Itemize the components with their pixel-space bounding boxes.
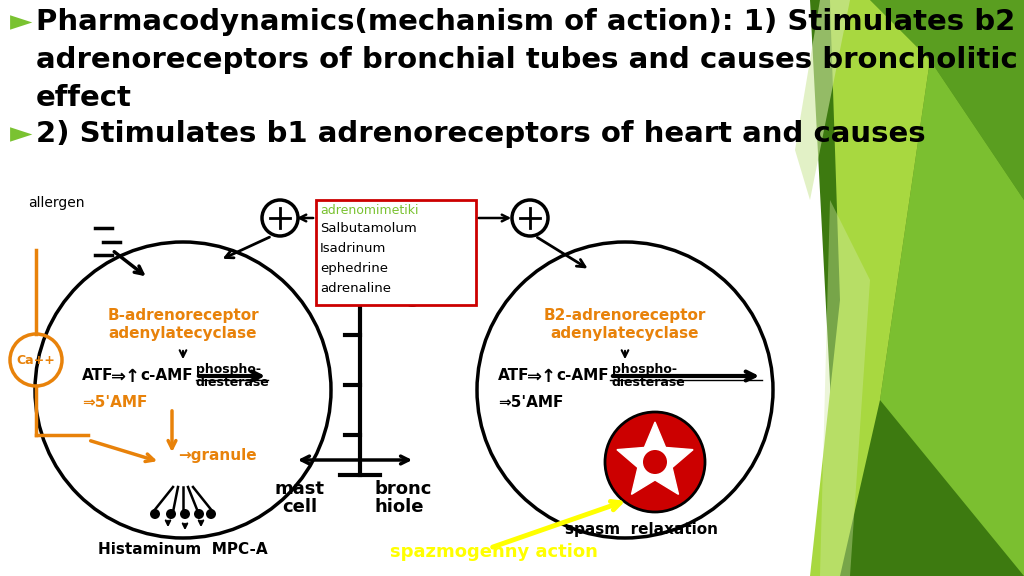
Text: lungs: lungs bbox=[372, 288, 432, 307]
Text: B-adrenoreceptor: B-adrenoreceptor bbox=[108, 308, 259, 323]
Text: ATF: ATF bbox=[82, 368, 114, 383]
Text: allergen: allergen bbox=[28, 196, 85, 210]
Polygon shape bbox=[870, 0, 1024, 200]
Text: Ca++: Ca++ bbox=[16, 354, 55, 366]
Text: ⇒: ⇒ bbox=[527, 368, 542, 386]
Text: Isadrinum: Isadrinum bbox=[319, 242, 386, 255]
Polygon shape bbox=[810, 0, 1024, 576]
Text: ⇒5'AMF: ⇒5'AMF bbox=[498, 395, 563, 410]
Polygon shape bbox=[820, 200, 870, 576]
Text: effect: effect bbox=[36, 84, 132, 112]
Text: diesterase: diesterase bbox=[196, 376, 269, 389]
Circle shape bbox=[180, 509, 190, 519]
Circle shape bbox=[643, 450, 667, 474]
Text: B2-adrenoreceptor: B2-adrenoreceptor bbox=[544, 308, 707, 323]
Text: ⇒: ⇒ bbox=[111, 368, 126, 386]
Text: ►: ► bbox=[10, 8, 33, 36]
Text: bronc: bronc bbox=[375, 480, 432, 498]
Polygon shape bbox=[880, 60, 1024, 576]
Polygon shape bbox=[795, 0, 850, 200]
Text: mast: mast bbox=[275, 480, 325, 498]
Circle shape bbox=[166, 509, 176, 519]
FancyBboxPatch shape bbox=[316, 200, 476, 305]
Text: adenylatecyclase: adenylatecyclase bbox=[551, 326, 699, 341]
Text: adrenomimetiki: adrenomimetiki bbox=[319, 204, 419, 217]
Text: adrenaline: adrenaline bbox=[319, 282, 391, 295]
Text: diesterase: diesterase bbox=[612, 376, 686, 389]
Text: ephedrine: ephedrine bbox=[319, 262, 388, 275]
Text: adrenoreceptors of bronchial tubes and causes broncholitic: adrenoreceptors of bronchial tubes and c… bbox=[36, 46, 1018, 74]
Text: c-AMF: c-AMF bbox=[556, 368, 608, 383]
Text: phospho-: phospho- bbox=[612, 363, 677, 376]
Text: c-AMF: c-AMF bbox=[140, 368, 193, 383]
Circle shape bbox=[35, 242, 331, 538]
Circle shape bbox=[605, 412, 705, 512]
Text: Pharmacodynamics(mechanism of action): 1) Stimulates b2: Pharmacodynamics(mechanism of action): 1… bbox=[36, 8, 1015, 36]
Text: Histaminum  MPC-A: Histaminum MPC-A bbox=[98, 542, 268, 557]
Text: ↑: ↑ bbox=[541, 368, 556, 386]
Circle shape bbox=[206, 509, 216, 519]
Text: cell: cell bbox=[283, 498, 317, 516]
Text: →granule: →granule bbox=[178, 448, 257, 463]
Circle shape bbox=[194, 509, 204, 519]
Circle shape bbox=[477, 242, 773, 538]
Text: spasm  relaxation: spasm relaxation bbox=[565, 522, 718, 537]
Text: ATF: ATF bbox=[498, 368, 529, 383]
Text: 2) Stimulates b1 adrenoreceptors of heart and causes: 2) Stimulates b1 adrenoreceptors of hear… bbox=[36, 120, 926, 148]
Text: ⇒5'AMF: ⇒5'AMF bbox=[82, 395, 147, 410]
Text: hiole: hiole bbox=[375, 498, 425, 516]
Polygon shape bbox=[616, 422, 693, 494]
Polygon shape bbox=[810, 0, 930, 576]
Text: phospho-: phospho- bbox=[196, 363, 261, 376]
Text: adenylatecyclase: adenylatecyclase bbox=[109, 326, 257, 341]
Text: ►: ► bbox=[10, 120, 33, 148]
Text: spazmogenny action: spazmogenny action bbox=[390, 543, 598, 561]
Circle shape bbox=[150, 509, 160, 519]
Text: Salbutamolum: Salbutamolum bbox=[319, 222, 417, 235]
Text: ↑: ↑ bbox=[125, 368, 140, 386]
